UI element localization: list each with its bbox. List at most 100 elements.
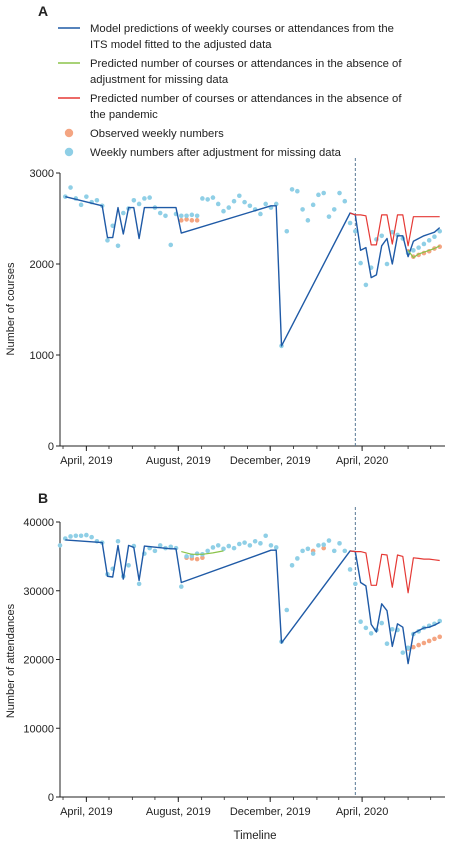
legend-label: Predicted number of courses or attendanc… [90,93,402,105]
point-weekly-numbers-after-adj [310,202,316,208]
point-weekly-numbers-after-adj [237,193,242,199]
x-tick-label: April, 2020 [336,806,389,818]
point-weekly-numbers-after-adj [421,241,427,247]
point-weekly-numbers-after-adj [157,210,163,216]
point-weekly-numbers-after-adj [194,213,200,219]
series-line-predicted-number-of-courses-or [350,550,440,594]
series-line-model-predictions-of-weekly-co [65,539,441,665]
point-weekly-numbers-after-adj [205,548,210,554]
y-tick-label: 20000 [23,655,54,667]
y-tick-label: 40000 [23,517,54,529]
series-line-predicted-number-of-courses-or [349,212,440,247]
point-weekly-numbers-after-adj [136,201,142,207]
legend-label: the pandemic [90,109,158,121]
point-weekly-numbers-after-adj [305,218,311,223]
point-observed-weekly-numbers [411,644,416,650]
x-tick-label: December, 2019 [230,806,311,818]
legend-swatch-dot [64,147,74,157]
legend-label: Weekly numbers after adjustment for miss… [90,147,342,159]
legend-label: ITS model fitted to the adjusted data [90,39,272,51]
point-weekly-numbers-after-adj [295,188,300,194]
point-weekly-numbers-after-adj [152,548,158,554]
y-tick-label: 3000 [30,168,54,180]
point-weekly-numbers-after-adj [73,533,79,539]
legend-label: Predicted number of courses or attendanc… [90,58,402,70]
point-weekly-numbers-after-adj [184,554,189,559]
point-weekly-numbers-after-adj [368,631,374,636]
point-weekly-numbers-after-adj [247,203,253,209]
point-weekly-numbers-after-adj [337,190,342,196]
point-weekly-numbers-after-adj [437,618,443,624]
point-weekly-numbers-after-adj [78,202,84,208]
x-tick-label: April, 2019 [60,806,113,818]
point-weekly-numbers-after-adj [168,242,174,248]
point-weekly-numbers-after-adj [237,541,242,547]
point-weekly-numbers-after-adj [105,238,110,243]
point-weekly-numbers-after-adj [273,545,279,550]
point-observed-weekly-numbers [200,555,205,561]
legend: Model predictions of weekly courses or a… [58,23,402,159]
point-weekly-numbers-after-adj [416,245,421,250]
point-weekly-numbers-after-adj [89,534,94,540]
chart-panel-b: 0 10000 20000 30000 40000 April, 2019 August, … [23,507,445,818]
point-weekly-numbers-after-adj [273,201,279,207]
point-weekly-numbers-after-adj [331,548,337,554]
point-weekly-numbers-after-adj [363,282,369,288]
point-weekly-numbers-after-adj [131,198,137,203]
point-observed-weekly-numbers [194,218,200,223]
x-axis-title: Timeline [233,830,276,842]
point-weekly-numbers-after-adj [221,546,226,552]
point-weekly-numbers-after-adj [316,543,321,548]
point-weekly-numbers-after-adj [215,543,221,548]
panel-a-y-axis-label: Number of courses [5,262,17,355]
point-weekly-numbers-after-adj [353,581,358,587]
point-weekly-numbers-after-adj [163,213,168,219]
point-weekly-numbers-after-adj [258,541,263,546]
point-weekly-numbers-after-adj [379,233,385,239]
y-tick-label: 2000 [30,259,54,271]
point-observed-weekly-numbers [321,545,326,551]
point-weekly-numbers-after-adj [426,238,432,243]
series-line-predicted-number-of-courses-or [181,550,224,555]
panel-b-label: B [38,490,48,506]
point-weekly-numbers-after-adj [258,211,263,217]
point-weekly-numbers-after-adj [284,228,290,234]
point-observed-weekly-numbers [416,642,421,648]
point-weekly-numbers-after-adj [411,248,416,253]
point-weekly-numbers-after-adj [300,207,305,212]
point-weekly-numbers-after-adj [68,185,73,190]
point-weekly-numbers-after-adj [84,194,89,199]
point-weekly-numbers-after-adj [358,619,363,624]
point-weekly-numbers-after-adj [326,214,332,219]
point-weekly-numbers-after-adj [437,228,443,234]
point-weekly-numbers-after-adj [432,234,437,239]
point-weekly-numbers-after-adj [231,545,237,551]
point-weekly-numbers-after-adj [205,197,210,202]
point-weekly-numbers-after-adj [215,201,221,207]
point-weekly-numbers-after-adj [136,581,142,587]
chart-panel-a: 0 1000 2000 3000 April, 2019 August, 2019 Dece… [30,158,445,467]
point-observed-weekly-numbers [189,218,195,223]
point-weekly-numbers-after-adj [231,198,237,204]
legend-swatch-dot [64,128,74,138]
point-weekly-numbers-after-adj [389,626,395,632]
point-weekly-numbers-after-adj [289,563,295,568]
point-weekly-numbers-after-adj [342,198,348,204]
point-weekly-numbers-after-adj [189,212,195,218]
point-weekly-numbers-after-adj [284,607,290,613]
x-tick-label: April, 2019 [60,455,113,467]
point-weekly-numbers-after-adj [62,194,68,199]
legend-label: adjustment for missing data [90,74,229,86]
point-weekly-numbers-after-adj [331,207,337,212]
point-weekly-numbers-after-adj [289,187,295,192]
point-weekly-numbers-after-adj [120,210,126,216]
point-weekly-numbers-after-adj [57,543,63,548]
point-weekly-numbers-after-adj [179,584,184,589]
point-weekly-numbers-after-adj [210,545,216,550]
point-weekly-numbers-after-adj [94,198,100,203]
point-weekly-numbers-after-adj [353,228,358,234]
point-weekly-numbers-after-adj [226,205,232,210]
point-weekly-numbers-after-adj [157,543,163,548]
series-line-model-predictions-of-weekly-co [65,196,441,347]
